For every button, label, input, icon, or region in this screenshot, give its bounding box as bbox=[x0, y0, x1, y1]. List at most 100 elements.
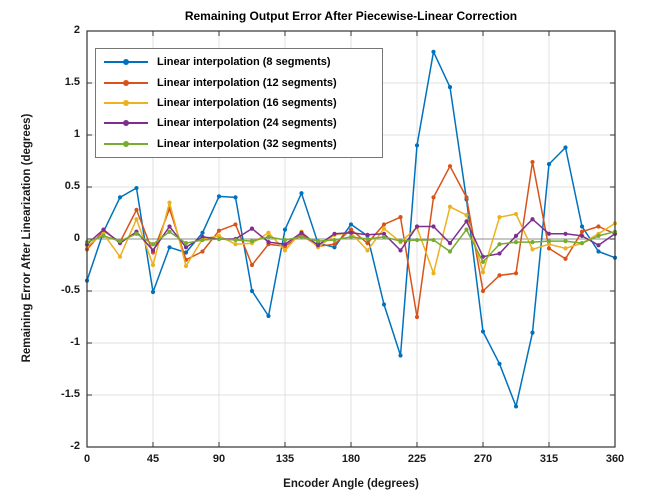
data-point bbox=[414, 314, 420, 320]
legend-line-sample bbox=[104, 99, 148, 106]
data-point bbox=[117, 195, 123, 200]
x-tick-label: 45 bbox=[146, 453, 160, 465]
data-point bbox=[282, 227, 288, 232]
data-point bbox=[167, 245, 172, 250]
data-point bbox=[266, 240, 271, 245]
data-point bbox=[216, 194, 222, 199]
data-point bbox=[117, 254, 123, 259]
data-point bbox=[431, 271, 436, 276]
data-point bbox=[249, 226, 255, 231]
data-point bbox=[332, 242, 337, 247]
data-point bbox=[596, 249, 601, 254]
legend-label: Linear interpolation (24 segments) bbox=[157, 117, 337, 130]
data-point bbox=[563, 256, 568, 261]
data-point bbox=[282, 237, 288, 243]
data-point bbox=[414, 143, 420, 148]
data-point bbox=[282, 242, 288, 247]
data-point bbox=[233, 195, 238, 200]
data-point bbox=[497, 273, 502, 278]
data-point bbox=[530, 247, 535, 252]
data-point bbox=[200, 237, 205, 243]
data-point bbox=[134, 185, 139, 191]
y-tick-label: -0.5 bbox=[61, 284, 80, 296]
data-point bbox=[546, 238, 552, 244]
data-point bbox=[414, 224, 420, 229]
y-tick-label: 2 bbox=[73, 24, 80, 36]
data-point bbox=[464, 219, 469, 224]
data-point bbox=[546, 246, 552, 251]
data-point bbox=[530, 240, 535, 245]
data-point bbox=[381, 226, 387, 231]
data-point bbox=[447, 85, 453, 90]
data-point bbox=[134, 207, 139, 212]
data-point bbox=[431, 224, 436, 229]
data-point bbox=[563, 145, 568, 150]
data-point bbox=[315, 238, 321, 244]
y-tick-label: 0 bbox=[73, 232, 80, 244]
data-point bbox=[480, 254, 486, 259]
data-point bbox=[431, 195, 436, 200]
legend: Linear interpolation (8 segments) Linear … bbox=[95, 48, 383, 158]
data-point bbox=[497, 242, 502, 247]
data-point bbox=[249, 288, 255, 294]
legend-line-sample bbox=[104, 120, 148, 127]
data-point bbox=[365, 241, 370, 246]
data-point bbox=[431, 49, 436, 54]
data-point bbox=[497, 361, 502, 366]
data-point bbox=[299, 230, 304, 235]
data-point bbox=[216, 228, 222, 233]
data-point bbox=[513, 271, 519, 276]
data-point bbox=[546, 231, 552, 236]
data-point bbox=[266, 230, 271, 235]
data-point bbox=[480, 259, 486, 264]
data-point bbox=[579, 229, 585, 234]
x-tick-label: 360 bbox=[605, 453, 625, 465]
data-point bbox=[464, 195, 469, 200]
data-point bbox=[513, 211, 519, 217]
y-tick-label: -2 bbox=[70, 440, 80, 452]
data-point bbox=[530, 330, 535, 335]
data-point bbox=[134, 231, 139, 236]
y-axis-label: Remaining Error After Linearization (deg… bbox=[21, 113, 33, 363]
legend-marker-dot bbox=[123, 79, 129, 86]
data-point bbox=[282, 248, 288, 253]
data-point bbox=[200, 230, 205, 235]
legend-marker-dot bbox=[123, 140, 129, 147]
data-point bbox=[233, 222, 238, 227]
data-point bbox=[299, 234, 304, 240]
data-point bbox=[513, 404, 519, 409]
data-point bbox=[579, 233, 585, 238]
y-tick-label: 1.5 bbox=[64, 76, 80, 88]
x-tick-label: 90 bbox=[212, 453, 226, 465]
data-point bbox=[167, 200, 172, 205]
data-point bbox=[216, 236, 222, 242]
data-point bbox=[546, 162, 552, 167]
data-point bbox=[249, 238, 255, 244]
data-point bbox=[315, 243, 321, 248]
legend-marker-dot bbox=[123, 120, 129, 127]
x-tick-label: 0 bbox=[83, 453, 91, 465]
data-point bbox=[348, 222, 354, 227]
y-tick-label: 0.5 bbox=[64, 180, 80, 192]
legend-label: Linear interpolation (32 segments) bbox=[157, 137, 337, 150]
data-point bbox=[464, 227, 469, 232]
x-tick-label: 270 bbox=[473, 453, 493, 465]
data-point bbox=[497, 251, 502, 256]
data-point bbox=[266, 234, 271, 240]
legend-line-sample bbox=[104, 140, 148, 147]
data-point bbox=[464, 212, 469, 218]
data-point bbox=[447, 164, 453, 169]
data-point bbox=[480, 329, 486, 334]
data-point bbox=[249, 262, 255, 268]
data-point bbox=[546, 242, 552, 247]
data-point bbox=[299, 191, 304, 196]
data-point bbox=[480, 270, 486, 275]
legend-item-2: Linear interpolation (12 segments) bbox=[96, 73, 382, 92]
data-point bbox=[150, 248, 156, 253]
x-tick-label: 225 bbox=[407, 453, 427, 465]
data-point bbox=[398, 248, 403, 253]
legend-item-5: Linear interpolation (32 segments) bbox=[96, 134, 382, 153]
data-point bbox=[117, 238, 123, 244]
data-point bbox=[447, 249, 453, 254]
